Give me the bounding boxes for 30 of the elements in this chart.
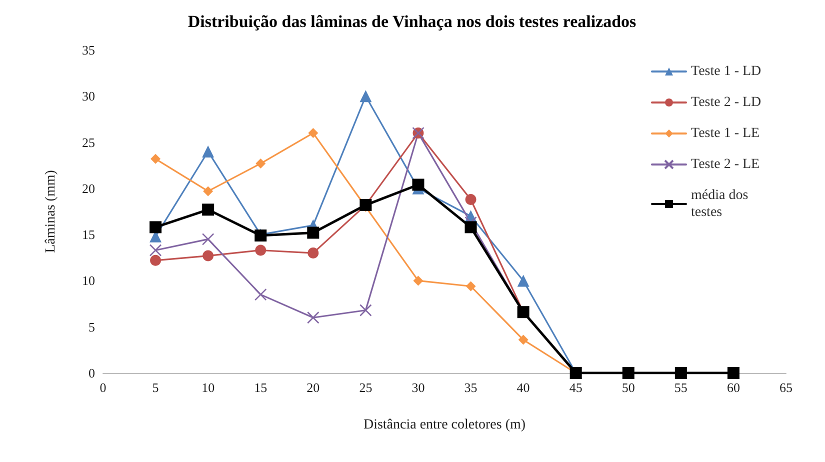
x-tick-label: 50 [622,380,635,395]
x-tick-label: 25 [359,380,372,395]
x-tick-label: 55 [674,380,688,395]
y-tick-label: 30 [82,88,95,104]
x-tick-label: 15 [254,380,268,395]
x-tick-label: 0 [100,380,106,395]
legend-label: média dos testes [691,188,752,220]
x-tick-label: 40 [516,380,530,395]
y-tick-label: 0 [88,366,95,380]
x-axis-title: Distância entre coletores (m) [363,418,526,432]
x-tick-label: 60 [726,380,740,395]
x-tick-label: 5 [152,380,159,395]
legend-label: Teste 1 - LE [691,126,760,141]
x-tick-label: 45 [569,380,582,395]
x-tick-label: 65 [780,380,792,395]
y-tick-label: 25 [82,134,95,150]
y-tick-label: 20 [82,180,95,196]
x-tick-label: 30 [412,380,425,395]
legend-label: Teste 1 - LD [691,64,762,79]
y-tick-label: 10 [82,273,95,288]
x-tick-label: 20 [306,380,320,395]
y-tick-label: 35 [82,42,95,58]
y-axis-title: Lâminas (mm) [44,170,58,253]
legend-label: Teste 2 - LD [691,95,762,110]
legend-label: Teste 2 - LE [691,157,760,172]
x-tick-label: 35 [464,380,478,395]
chart-title: Distribuição das lâminas de Vinhaça nos dois testes realizados [188,12,637,31]
y-tick-label: 5 [88,319,95,334]
y-tick-label: 15 [82,227,95,242]
x-tick-label: 10 [202,380,215,395]
